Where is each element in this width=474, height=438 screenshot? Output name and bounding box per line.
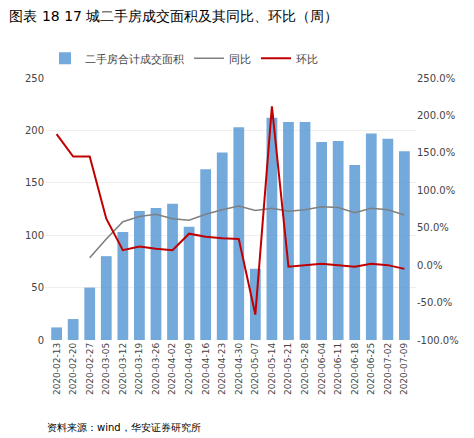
svg-text:2020-03-05: 2020-03-05 bbox=[101, 343, 111, 395]
svg-text:2020-06-25: 2020-06-25 bbox=[366, 343, 376, 395]
svg-text:2020-02-13: 2020-02-13 bbox=[52, 343, 62, 395]
svg-text:0: 0 bbox=[38, 335, 44, 346]
svg-text:50.0%: 50.0% bbox=[417, 222, 449, 233]
svg-text:-50.0%: -50.0% bbox=[417, 297, 452, 308]
svg-text:2020-05-07: 2020-05-07 bbox=[250, 343, 260, 395]
svg-text:2020-07-09: 2020-07-09 bbox=[399, 343, 409, 396]
svg-text:2020-02-27: 2020-02-27 bbox=[85, 343, 95, 395]
svg-text:-100.0%: -100.0% bbox=[417, 335, 459, 346]
svg-text:2020-04-09: 2020-04-09 bbox=[184, 343, 194, 396]
svg-text:0.0%: 0.0% bbox=[417, 260, 442, 271]
svg-text:2020-05-14: 2020-05-14 bbox=[267, 343, 277, 396]
svg-text:2020-05-21: 2020-05-21 bbox=[283, 343, 293, 395]
svg-text:200: 200 bbox=[25, 125, 44, 136]
svg-text:50: 50 bbox=[31, 282, 44, 293]
svg-text:100.0%: 100.0% bbox=[417, 185, 455, 196]
svg-text:2020-05-28: 2020-05-28 bbox=[300, 343, 310, 396]
svg-text:2020-04-30: 2020-04-30 bbox=[234, 343, 244, 396]
svg-text:2020-06-04: 2020-06-04 bbox=[317, 343, 327, 396]
svg-text:资料来源：wind，华安证券研究所: 资料来源：wind，华安证券研究所 bbox=[47, 422, 201, 433]
svg-text:2020-03-12: 2020-03-12 bbox=[118, 343, 128, 395]
svg-text:同比: 同比 bbox=[229, 53, 251, 66]
svg-text:2020-06-18: 2020-06-18 bbox=[350, 343, 360, 396]
svg-text:100: 100 bbox=[25, 230, 44, 241]
svg-text:2020-03-26: 2020-03-26 bbox=[151, 343, 161, 396]
svg-text:250.0%: 250.0% bbox=[417, 73, 455, 84]
svg-text:150: 150 bbox=[25, 177, 44, 188]
svg-text:图表 18 17 城二手房成交面积及其同比、环比（周）: 图表 18 17 城二手房成交面积及其同比、环比（周） bbox=[9, 8, 338, 24]
svg-text:2020-06-11: 2020-06-11 bbox=[333, 343, 343, 395]
svg-text:2020-04-02: 2020-04-02 bbox=[167, 343, 177, 395]
svg-text:250: 250 bbox=[25, 73, 44, 84]
svg-text:200.0%: 200.0% bbox=[417, 110, 455, 121]
svg-text:2020-02-20: 2020-02-20 bbox=[68, 343, 78, 396]
svg-text:2020-03-19: 2020-03-19 bbox=[134, 343, 144, 396]
svg-text:2020-07-02: 2020-07-02 bbox=[383, 343, 393, 395]
svg-text:2020-04-16: 2020-04-16 bbox=[201, 343, 211, 396]
svg-text:2020-04-23: 2020-04-23 bbox=[217, 343, 227, 395]
svg-text:环比: 环比 bbox=[296, 53, 318, 66]
svg-text:二手房合计成交面积: 二手房合计成交面积 bbox=[85, 53, 184, 66]
svg-text:150.0%: 150.0% bbox=[417, 147, 455, 158]
